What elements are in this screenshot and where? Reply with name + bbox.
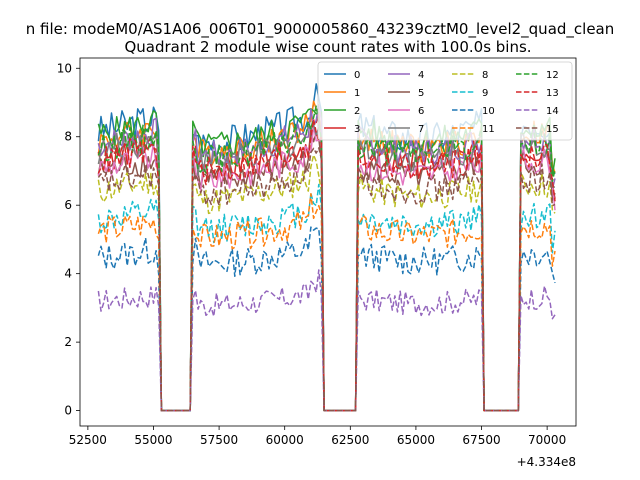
figure-suptitle: n file: modeM0/AS1A06_006T01_9000005860_… <box>26 20 615 39</box>
series-line-15 <box>97 147 556 412</box>
legend-label: 12 <box>546 70 559 81</box>
legend-label: 6 <box>418 106 424 117</box>
legend-label: 7 <box>418 124 424 135</box>
legend-label: 10 <box>482 106 495 117</box>
legend-label: 14 <box>546 106 559 117</box>
plot-frame <box>79 57 577 427</box>
x-tick-label: 52500 <box>69 433 107 447</box>
y-tick-label: 0 <box>64 404 72 418</box>
legend-label: 8 <box>482 70 488 81</box>
series-line-14 <box>97 269 556 412</box>
x-tick-label: 70000 <box>528 433 566 447</box>
y-axis: 0 2 4 6 8 10 <box>57 61 80 418</box>
x-tick-label: 67500 <box>462 433 500 447</box>
legend-box <box>317 61 573 141</box>
x-axis: 52500 55000 57500 60000 62500 65000 67500 70000 <box>69 426 566 447</box>
y-tick-label: 8 <box>64 130 72 144</box>
x-tick-label: 62500 <box>331 433 369 447</box>
x-offset-label: +4.334e8 <box>517 455 576 469</box>
x-tick-label: 57500 <box>200 433 238 447</box>
x-tick-label: 55000 <box>134 433 172 447</box>
y-tick-label: 2 <box>64 335 72 349</box>
y-tick-label: 10 <box>57 61 72 75</box>
legend-label: 3 <box>354 124 360 135</box>
legend-label: 0 <box>354 70 360 81</box>
legend-label: 1 <box>354 88 360 99</box>
legend-label: 9 <box>482 88 488 99</box>
legend-label: 4 <box>418 70 424 81</box>
y-tick-label: 6 <box>64 198 72 212</box>
x-tick-label: 60000 <box>266 433 304 447</box>
x-tick-label: 65000 <box>397 433 435 447</box>
chart-title: Quadrant 2 module wise count rates with … <box>124 38 531 56</box>
legend-label: 2 <box>354 106 360 117</box>
legend-label: 5 <box>418 88 424 99</box>
legend-label: 13 <box>546 88 559 99</box>
y-tick-label: 4 <box>64 267 72 281</box>
legend-label: 11 <box>482 124 495 135</box>
legend-label: 15 <box>546 124 559 135</box>
